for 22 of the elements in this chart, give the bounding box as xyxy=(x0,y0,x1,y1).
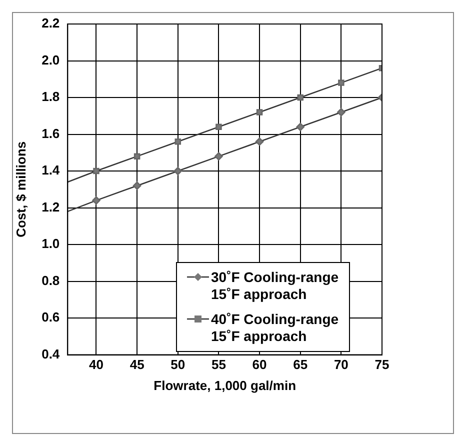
x-tick-label: 70 xyxy=(334,357,348,372)
y-tick-label: 0.6 xyxy=(42,310,60,325)
x-tick-label: 45 xyxy=(130,357,144,372)
y-tick-label: 2.0 xyxy=(42,52,60,68)
y-tick-label: 1.4 xyxy=(42,162,60,178)
y-tick-label: 1.2 xyxy=(42,199,60,214)
y-tick-label: 0.4 xyxy=(42,346,60,362)
x-tick-label: 65 xyxy=(293,357,308,372)
x-tick-label: 50 xyxy=(170,357,186,372)
y-tick-label: 0.8 xyxy=(42,272,60,288)
legend-label: 30˚F Cooling-range 15˚F approach xyxy=(211,269,339,303)
x-tick-label: 40 xyxy=(89,357,104,372)
y-tick-label: 1.8 xyxy=(42,89,60,104)
x-tick-label: 60 xyxy=(252,357,267,372)
y-tick-label: 1.0 xyxy=(42,236,60,252)
y-axis-title: Cost, $ millions xyxy=(13,141,28,238)
legend-label: 40˚F Cooling-range 15˚F approach xyxy=(211,311,339,345)
y-tick-label: 2.2 xyxy=(42,16,60,31)
x-axis-title: Flowrate, 1,000 gal/min xyxy=(154,378,296,393)
x-tick-label: 75 xyxy=(374,357,390,372)
y-tick-label: 1.6 xyxy=(42,126,60,141)
x-tick-label: 55 xyxy=(211,357,226,372)
